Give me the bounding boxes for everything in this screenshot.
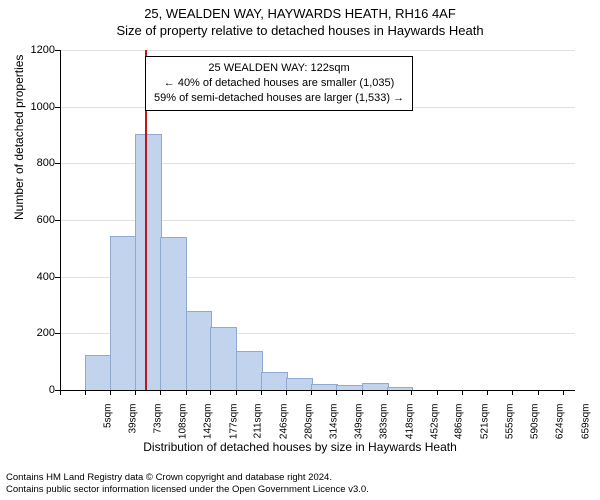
histogram-bar — [210, 327, 237, 390]
histogram-bar — [110, 236, 137, 390]
plot-area: 0200400600800100012005sqm39sqm73sqm108sq… — [60, 50, 575, 390]
y-axis-label: Number of detached properties — [12, 55, 26, 220]
footer-line-1: Contains HM Land Registry data © Crown c… — [6, 472, 369, 484]
histogram-bar — [362, 383, 389, 390]
x-tick-mark — [60, 390, 61, 395]
x-axis-line — [60, 390, 575, 391]
x-tick-mark — [437, 390, 438, 395]
x-tick-mark — [261, 390, 262, 395]
chart-subtitle: Size of property relative to detached ho… — [0, 23, 600, 38]
x-tick-mark — [411, 390, 412, 395]
x-tick-mark — [210, 390, 211, 395]
histogram-bar — [85, 355, 112, 390]
x-tick-mark — [311, 390, 312, 395]
x-tick-mark — [387, 390, 388, 395]
x-tick-mark — [236, 390, 237, 395]
y-tick-label: 1200 — [15, 44, 55, 56]
y-tick-label: 600 — [15, 214, 55, 226]
histogram-bar — [186, 311, 213, 390]
y-tick-label: 1000 — [15, 101, 55, 113]
x-tick-mark — [160, 390, 161, 395]
x-tick-mark — [487, 390, 488, 395]
grid-line — [60, 50, 575, 51]
y-tick-label: 200 — [15, 327, 55, 339]
chart-title: 25, WEALDEN WAY, HAYWARDS HEATH, RH16 4A… — [0, 0, 600, 21]
x-tick-mark — [362, 390, 363, 395]
histogram-bar — [261, 372, 288, 390]
x-tick-mark — [286, 390, 287, 395]
histogram-bar — [286, 378, 313, 390]
x-tick-mark — [336, 390, 337, 395]
histogram-bar — [236, 351, 263, 390]
y-tick-label: 400 — [15, 271, 55, 283]
x-tick-mark — [85, 390, 86, 395]
x-tick-mark — [512, 390, 513, 395]
x-tick-mark — [135, 390, 136, 395]
x-tick-mark — [110, 390, 111, 395]
x-tick-mark — [186, 390, 187, 395]
y-tick-label: 800 — [15, 157, 55, 169]
histogram-bar — [135, 134, 162, 390]
y-tick-label: 0 — [15, 384, 55, 396]
footer-line-2: Contains public sector information licen… — [6, 484, 369, 496]
x-tick-mark — [538, 390, 539, 395]
footer-attribution: Contains HM Land Registry data © Crown c… — [6, 472, 369, 496]
y-axis-line — [60, 50, 61, 390]
x-tick-mark — [462, 390, 463, 395]
x-axis-label: Distribution of detached houses by size … — [0, 440, 600, 454]
info-box-line: ← 40% of detached houses are smaller (1,… — [154, 76, 404, 91]
histogram-bar — [160, 237, 187, 390]
info-box: 25 WEALDEN WAY: 122sqm← 40% of detached … — [145, 56, 413, 111]
x-tick-mark — [563, 390, 564, 395]
info-box-line: 25 WEALDEN WAY: 122sqm — [154, 61, 404, 76]
chart-container: 25, WEALDEN WAY, HAYWARDS HEATH, RH16 4A… — [0, 0, 600, 500]
info-box-line: 59% of semi-detached houses are larger (… — [154, 91, 404, 106]
